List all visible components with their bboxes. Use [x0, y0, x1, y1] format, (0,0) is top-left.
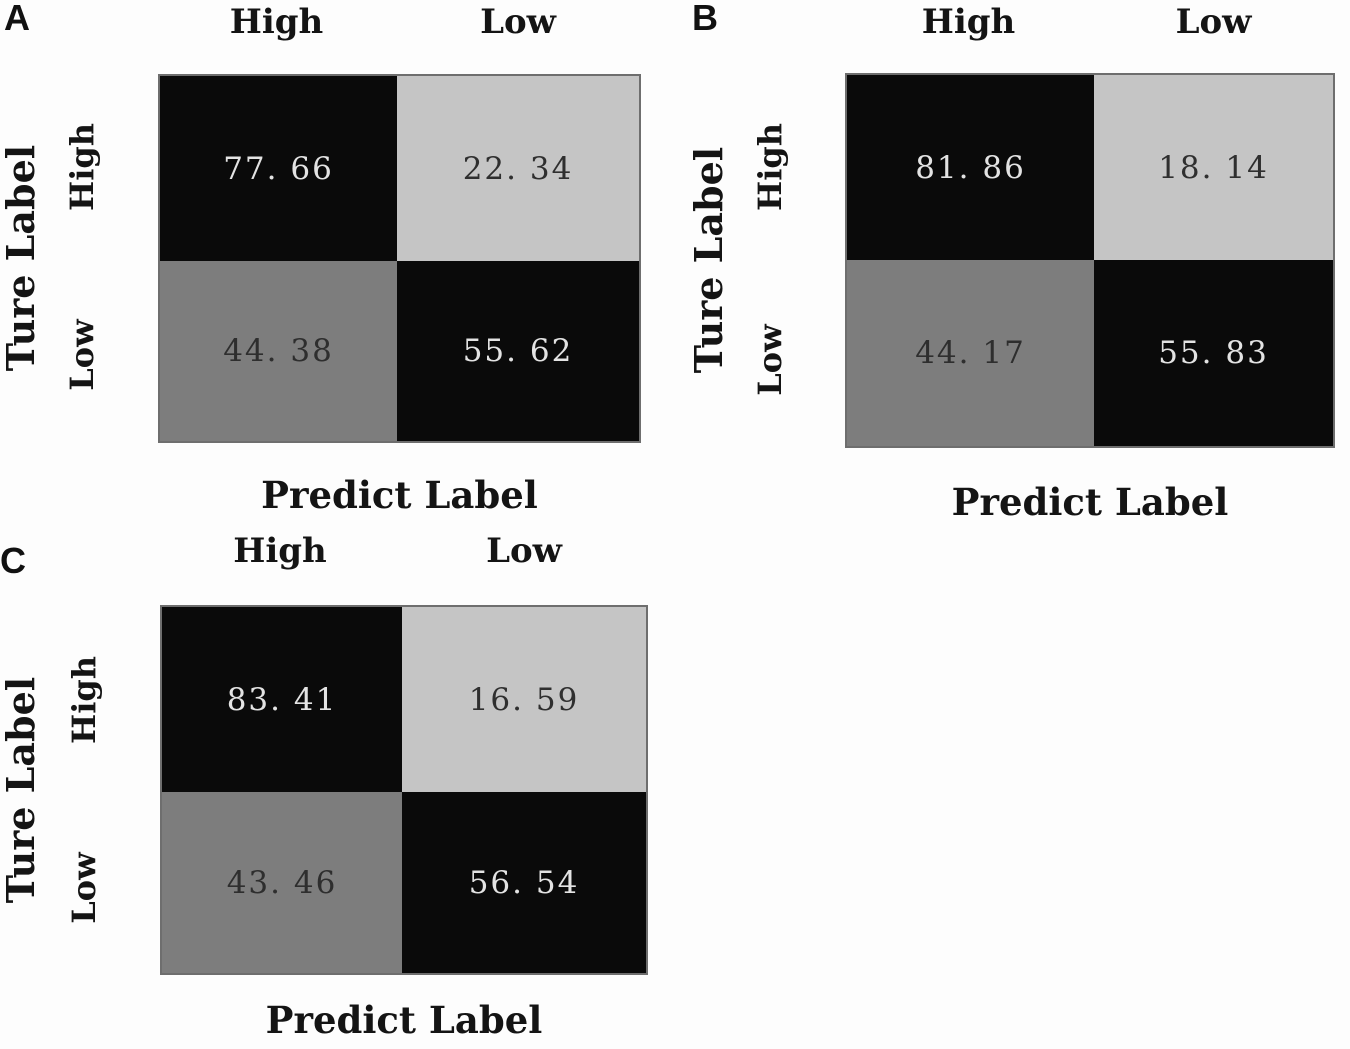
panel-a-cell-low-low: 55. 62: [397, 261, 639, 441]
panel-b-cell-high-high: 81. 86: [847, 75, 1094, 260]
panel-c-cell-high-low: 16. 59: [402, 607, 646, 792]
panel-c-matrix: 83. 41 16. 59 43. 46 56. 54: [160, 605, 648, 975]
panel-b-col-header-high: High: [921, 2, 1016, 42]
panel-c-cell-low-low: 56. 54: [402, 792, 646, 973]
panel-a-cell-high-high: 77. 66: [160, 76, 397, 261]
panel-b-cell-low-high: 44. 17: [847, 260, 1094, 446]
panel-b-col-header-low: Low: [1175, 2, 1252, 42]
panel-b-row-label-high: High: [751, 122, 789, 212]
panel-a-cell-low-high: 44. 38: [160, 261, 397, 441]
panel-c-col-axis-title: Predict Label: [265, 998, 543, 1042]
panel-c-col-header-high: High: [233, 531, 327, 571]
panel-c-cell-high-high: 83. 41: [162, 607, 402, 792]
panel-b-col-axis-title: Predict Label: [951, 480, 1229, 524]
panel-c-row-label-high: High: [65, 655, 103, 745]
panel-b-matrix: 81. 86 18. 14 44. 17 55. 83: [845, 73, 1335, 448]
panel-b-cell-low-low: 55. 83: [1094, 260, 1333, 446]
panel-b-row-axis-title: Ture Label: [686, 146, 731, 374]
panel-b-row-label-low: Low: [751, 324, 789, 396]
panel-a-row-label-low: Low: [63, 319, 101, 391]
panel-c-row-label-low: Low: [65, 852, 103, 924]
panel-a-col-header-high: High: [229, 2, 324, 42]
panel-a-col-header-low: Low: [480, 2, 556, 42]
panel-a-row-axis-title: Ture Label: [0, 144, 43, 372]
panel-a-letter: A: [4, 0, 30, 38]
panel-a-cell-high-low: 22. 34: [397, 76, 639, 261]
panel-c-letter: C: [0, 540, 26, 581]
panel-b-cell-high-low: 18. 14: [1094, 75, 1333, 260]
panel-a-col-axis-title: Predict Label: [261, 473, 538, 517]
panel-a-matrix: 77. 66 22. 34 44. 38 55. 62: [158, 74, 641, 443]
panel-c-cell-low-high: 43. 46: [162, 792, 402, 973]
panel-c-row-axis-title: Ture Label: [0, 676, 43, 904]
panel-c-col-header-low: Low: [486, 531, 562, 571]
panel-b-letter: B: [692, 0, 718, 38]
panel-a-row-label-high: High: [63, 122, 101, 212]
